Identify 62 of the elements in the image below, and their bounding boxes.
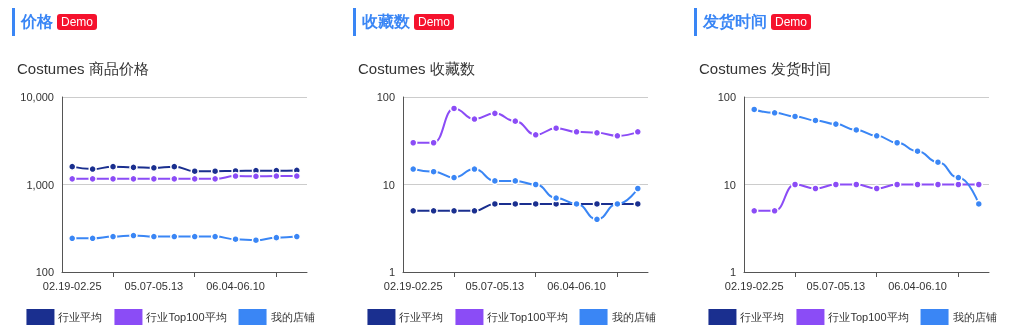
y-tick-label: 10 bbox=[382, 178, 395, 191]
point bbox=[852, 180, 861, 189]
text: Demo bbox=[414, 14, 455, 30]
legend-label: 行业平均 bbox=[58, 311, 103, 323]
x-tick-label: 02.19-02.25 bbox=[42, 279, 102, 292]
point bbox=[933, 180, 943, 189]
text: Demo bbox=[771, 14, 812, 30]
point bbox=[811, 184, 820, 193]
point bbox=[108, 162, 118, 171]
y-tick-label: 100 bbox=[376, 91, 395, 103]
legend-label: 我的店铺 bbox=[270, 311, 315, 323]
point bbox=[129, 231, 138, 240]
x-tick-label: 06.04-06.10 bbox=[888, 279, 947, 292]
chart-title: 价格 bbox=[21, 11, 53, 32]
y-tick-label: 1 bbox=[729, 266, 736, 278]
x-tick-label: 06.04-06.10 bbox=[547, 279, 606, 292]
point bbox=[272, 233, 281, 242]
legend-label: 行业Top100平均 bbox=[487, 311, 568, 323]
x-tick-label: 02.19-02.25 bbox=[383, 279, 443, 292]
point bbox=[892, 180, 902, 189]
point bbox=[490, 109, 500, 118]
legend-label: 我的店铺 bbox=[611, 311, 656, 323]
chart-title: 收藏数 bbox=[362, 11, 410, 32]
point bbox=[108, 232, 118, 241]
legend-label: 我的店铺 bbox=[952, 311, 997, 323]
chart-title: 发货时间 bbox=[703, 11, 767, 33]
x-tick-label: 06.04-06.10 bbox=[206, 279, 265, 292]
point bbox=[449, 173, 459, 182]
point bbox=[149, 232, 159, 241]
y-tick-label: 10,000 bbox=[20, 91, 54, 103]
point bbox=[913, 180, 922, 189]
x-tick-label: 05.07-05.13 bbox=[465, 279, 525, 292]
point bbox=[129, 163, 138, 172]
y-tick-label: 10 bbox=[723, 178, 736, 191]
point bbox=[790, 180, 800, 189]
point bbox=[449, 104, 459, 113]
point bbox=[210, 232, 220, 241]
legend-label: 行业平均 bbox=[399, 311, 444, 323]
point bbox=[190, 232, 199, 241]
x-tick-label: 02.19-02.25 bbox=[724, 279, 784, 292]
legend-label: 行业Top100平均 bbox=[828, 311, 909, 323]
point bbox=[790, 112, 800, 121]
x-tick-label: 05.07-05.13 bbox=[124, 279, 184, 292]
legend-label: 行业Top100平均 bbox=[146, 311, 227, 323]
point bbox=[974, 180, 984, 189]
chart-subtitle: Costumes 发货时间 bbox=[699, 60, 831, 77]
y-tick-label: 100 bbox=[717, 91, 736, 103]
text: Demo bbox=[57, 14, 98, 30]
chart-subtitle: Costumes 商品价格 bbox=[17, 60, 149, 77]
y-tick-label: 1,000 bbox=[26, 178, 54, 191]
point bbox=[811, 116, 820, 125]
point bbox=[872, 184, 881, 193]
x-tick-label: 05.07-05.13 bbox=[806, 279, 866, 292]
point bbox=[831, 180, 841, 189]
point bbox=[531, 180, 540, 189]
y-tick-label: 1 bbox=[388, 266, 395, 278]
chart-subtitle: Costumes 收藏数 bbox=[358, 60, 475, 77]
y-tick-label: 100 bbox=[35, 266, 54, 278]
legend-label: 行业平均 bbox=[740, 311, 785, 323]
point bbox=[170, 232, 179, 241]
point bbox=[170, 162, 179, 171]
point bbox=[954, 173, 963, 182]
